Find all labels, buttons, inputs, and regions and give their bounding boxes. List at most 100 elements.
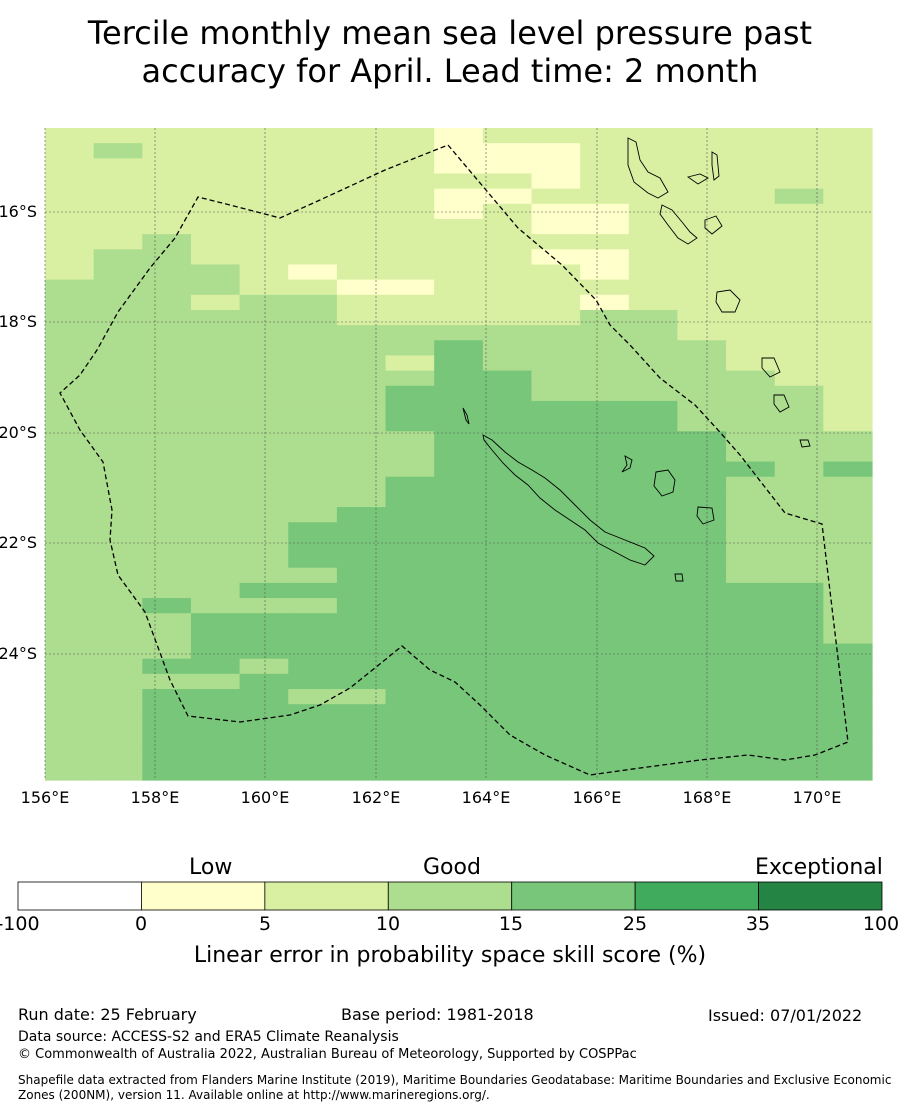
- grid-cell: [628, 491, 679, 508]
- grid-cell: [336, 476, 387, 493]
- grid-cell: [482, 309, 533, 326]
- grid-cell: [531, 491, 581, 508]
- grid-cell: [336, 598, 387, 614]
- grid-cell: [288, 188, 338, 205]
- grid-cell: [580, 234, 630, 250]
- grid-cell: [385, 416, 435, 432]
- grid-cell: [142, 719, 192, 736]
- grid-cell: [482, 203, 533, 220]
- grid-cell: [142, 567, 192, 584]
- grid-cell: [677, 218, 727, 235]
- grid-cell: [823, 234, 873, 250]
- grid-cell: [531, 764, 581, 781]
- espiritu-santo-island: [627, 137, 669, 199]
- grid-cell: [774, 143, 824, 159]
- grid-cell: [385, 370, 435, 387]
- grid-cell: [726, 355, 776, 372]
- grid-cell: [93, 749, 143, 766]
- grid-cell: [45, 294, 95, 311]
- grid-cell: [434, 173, 484, 190]
- grid-cell: [385, 689, 435, 705]
- grid-cell: [774, 158, 824, 175]
- lat-label: 20°S: [0, 423, 37, 442]
- grid-cell: [93, 446, 143, 463]
- grid-cell: [531, 689, 581, 705]
- grid-cell: [531, 673, 581, 690]
- grid-cell: [45, 704, 95, 720]
- grid-cell: [726, 128, 776, 144]
- grid-cell: [93, 628, 143, 645]
- lon-label: 160°E: [241, 788, 290, 807]
- grid-cell: [45, 491, 95, 508]
- grid-cell: [190, 188, 241, 205]
- grid-cell: [385, 309, 435, 326]
- grid-cell: [482, 719, 533, 736]
- grid-cell: [190, 673, 241, 690]
- grid-cell: [677, 400, 727, 417]
- grid-cell: [336, 340, 387, 357]
- grid-cell: [726, 188, 776, 205]
- grid-cell: [628, 203, 679, 220]
- grid-cell: [531, 507, 581, 523]
- grid-cell: [434, 279, 484, 296]
- grid-cell: [288, 173, 338, 190]
- grid-cell: [45, 203, 95, 220]
- grid-cell: [239, 249, 289, 266]
- grid-cell: [482, 416, 533, 432]
- grid-cell: [580, 628, 630, 645]
- grid-cell: [677, 234, 727, 250]
- grid-cell: [677, 158, 727, 175]
- grid-cell: [677, 476, 727, 493]
- grid-cell: [288, 491, 338, 508]
- grid-cell: [531, 370, 581, 387]
- grid-cell: [93, 188, 143, 205]
- grid-cell: [385, 552, 435, 569]
- grid-cell: [628, 249, 679, 266]
- grid-cell: [190, 294, 241, 311]
- aneityum-island: [799, 439, 811, 448]
- grid-cell: [288, 249, 338, 266]
- grid-cell: [434, 476, 484, 493]
- grid-cell: [434, 446, 484, 463]
- grid-cell: [823, 749, 873, 766]
- grid-cell: [385, 218, 435, 235]
- grid-cell: [385, 234, 435, 250]
- grid-cell: [580, 249, 630, 266]
- grid-cell: [93, 279, 143, 296]
- grid-cell: [288, 416, 338, 432]
- grid-cell: [434, 128, 484, 144]
- grid-cell: [580, 749, 630, 766]
- grid-cell: [531, 719, 581, 736]
- grid-cell: [531, 658, 581, 675]
- grid-cell: [45, 749, 95, 766]
- grid-cell: [531, 734, 581, 751]
- grid-cell: [434, 461, 484, 478]
- lon-label: 156°E: [21, 788, 70, 807]
- grid-cell: [580, 552, 630, 569]
- grid-cell: [628, 522, 679, 538]
- grid-cell: [677, 613, 727, 629]
- grid-cell: [336, 704, 387, 720]
- copyright: © Commonwealth of Australia 2022, Austra…: [18, 1047, 637, 1062]
- grid-cell: [774, 552, 824, 569]
- epi-island: [704, 215, 723, 235]
- grid-cell: [531, 325, 581, 341]
- grid-cell: [288, 628, 338, 645]
- grid-cell: [239, 461, 289, 478]
- grid-cell: [336, 249, 387, 266]
- grid-cell: [434, 764, 484, 781]
- grid-cell: [531, 309, 581, 326]
- grid-cell: [628, 749, 679, 766]
- grid-cell: [385, 522, 435, 538]
- grid-cell: [482, 507, 533, 523]
- grid-cell: [45, 764, 95, 781]
- grid-cell: [45, 628, 95, 645]
- grid-cell: [93, 673, 143, 690]
- grid-cell: [726, 567, 776, 584]
- grid-cell: [190, 279, 241, 296]
- grid-cell: [239, 537, 289, 554]
- grid-cell: [823, 128, 873, 144]
- grid-cell: [482, 673, 533, 690]
- grid-cell: [628, 704, 679, 720]
- grid-cell: [385, 764, 435, 781]
